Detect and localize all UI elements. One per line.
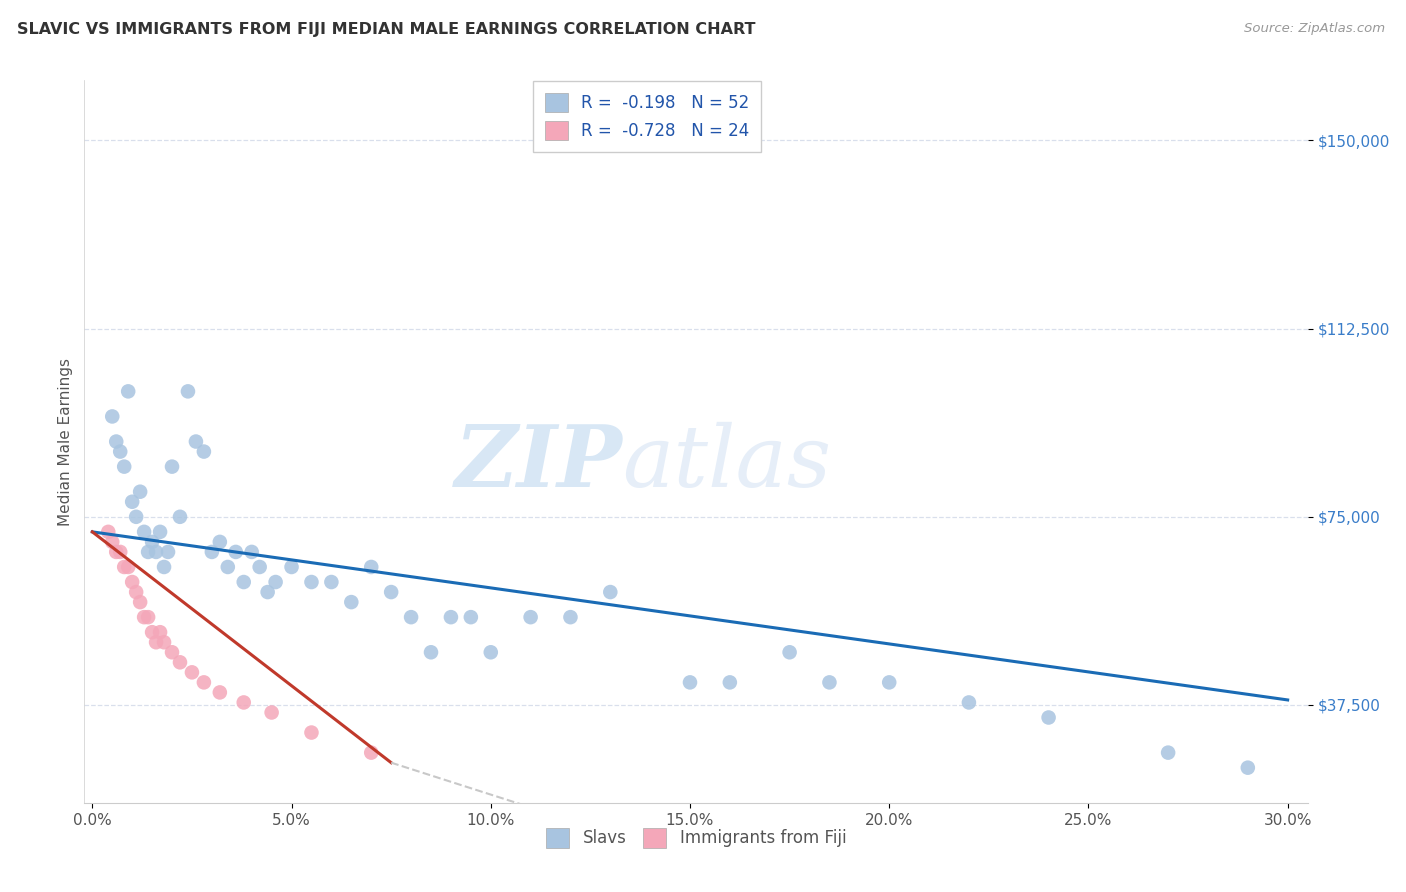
- Point: [193, 675, 215, 690]
- Point: [1038, 710, 1060, 724]
- Point: [136, 545, 159, 559]
- Point: [157, 545, 180, 559]
- Point: [360, 560, 382, 574]
- Point: [232, 574, 254, 589]
- Text: ZIP: ZIP: [454, 421, 623, 505]
- Point: [169, 509, 191, 524]
- Point: [301, 574, 323, 589]
- Point: [560, 610, 582, 624]
- Point: [129, 484, 152, 499]
- Point: [101, 409, 124, 424]
- Point: [360, 746, 382, 760]
- Point: [153, 635, 176, 649]
- Point: [169, 655, 191, 669]
- Point: [380, 585, 402, 599]
- Point: [208, 534, 231, 549]
- Point: [818, 675, 841, 690]
- Point: [134, 524, 156, 539]
- Point: [779, 645, 801, 659]
- Point: [160, 645, 183, 659]
- Point: [125, 509, 148, 524]
- Point: [129, 595, 152, 609]
- Point: [141, 534, 163, 549]
- Point: [440, 610, 463, 624]
- Point: [110, 545, 132, 559]
- Point: [125, 585, 148, 599]
- Point: [260, 706, 283, 720]
- Point: [321, 574, 343, 589]
- Point: [145, 635, 167, 649]
- Point: [97, 524, 120, 539]
- Point: [105, 434, 128, 449]
- Point: [877, 675, 900, 690]
- Point: [217, 560, 239, 574]
- Point: [1157, 746, 1180, 760]
- Point: [208, 685, 231, 699]
- Point: [718, 675, 741, 690]
- Point: [117, 384, 139, 399]
- Text: atlas: atlas: [623, 422, 832, 505]
- Point: [160, 459, 183, 474]
- Point: [232, 696, 254, 710]
- Point: [340, 595, 363, 609]
- Text: SLAVIC VS IMMIGRANTS FROM FIJI MEDIAN MALE EARNINGS CORRELATION CHART: SLAVIC VS IMMIGRANTS FROM FIJI MEDIAN MA…: [17, 22, 755, 37]
- Point: [249, 560, 271, 574]
- Point: [184, 434, 207, 449]
- Point: [201, 545, 224, 559]
- Point: [460, 610, 482, 624]
- Point: [225, 545, 247, 559]
- Point: [153, 560, 176, 574]
- Point: [181, 665, 204, 680]
- Point: [110, 444, 132, 458]
- Y-axis label: Median Male Earnings: Median Male Earnings: [58, 358, 73, 525]
- Point: [301, 725, 323, 739]
- Point: [141, 625, 163, 640]
- Point: [112, 459, 135, 474]
- Point: [280, 560, 302, 574]
- Point: [519, 610, 541, 624]
- Point: [149, 625, 172, 640]
- Point: [105, 545, 128, 559]
- Point: [264, 574, 287, 589]
- Point: [256, 585, 278, 599]
- Point: [240, 545, 263, 559]
- Point: [149, 524, 172, 539]
- Point: [134, 610, 156, 624]
- Point: [121, 574, 143, 589]
- Point: [177, 384, 200, 399]
- Point: [121, 494, 143, 508]
- Point: [136, 610, 159, 624]
- Point: [193, 444, 215, 458]
- Legend: Slavs, Immigrants from Fiji: Slavs, Immigrants from Fiji: [537, 820, 855, 856]
- Point: [145, 545, 167, 559]
- Point: [1236, 761, 1258, 775]
- Point: [101, 534, 124, 549]
- Point: [112, 560, 135, 574]
- Point: [957, 696, 980, 710]
- Point: [599, 585, 621, 599]
- Point: [479, 645, 502, 659]
- Point: [679, 675, 702, 690]
- Point: [117, 560, 139, 574]
- Text: Source: ZipAtlas.com: Source: ZipAtlas.com: [1244, 22, 1385, 36]
- Point: [399, 610, 422, 624]
- Point: [420, 645, 443, 659]
